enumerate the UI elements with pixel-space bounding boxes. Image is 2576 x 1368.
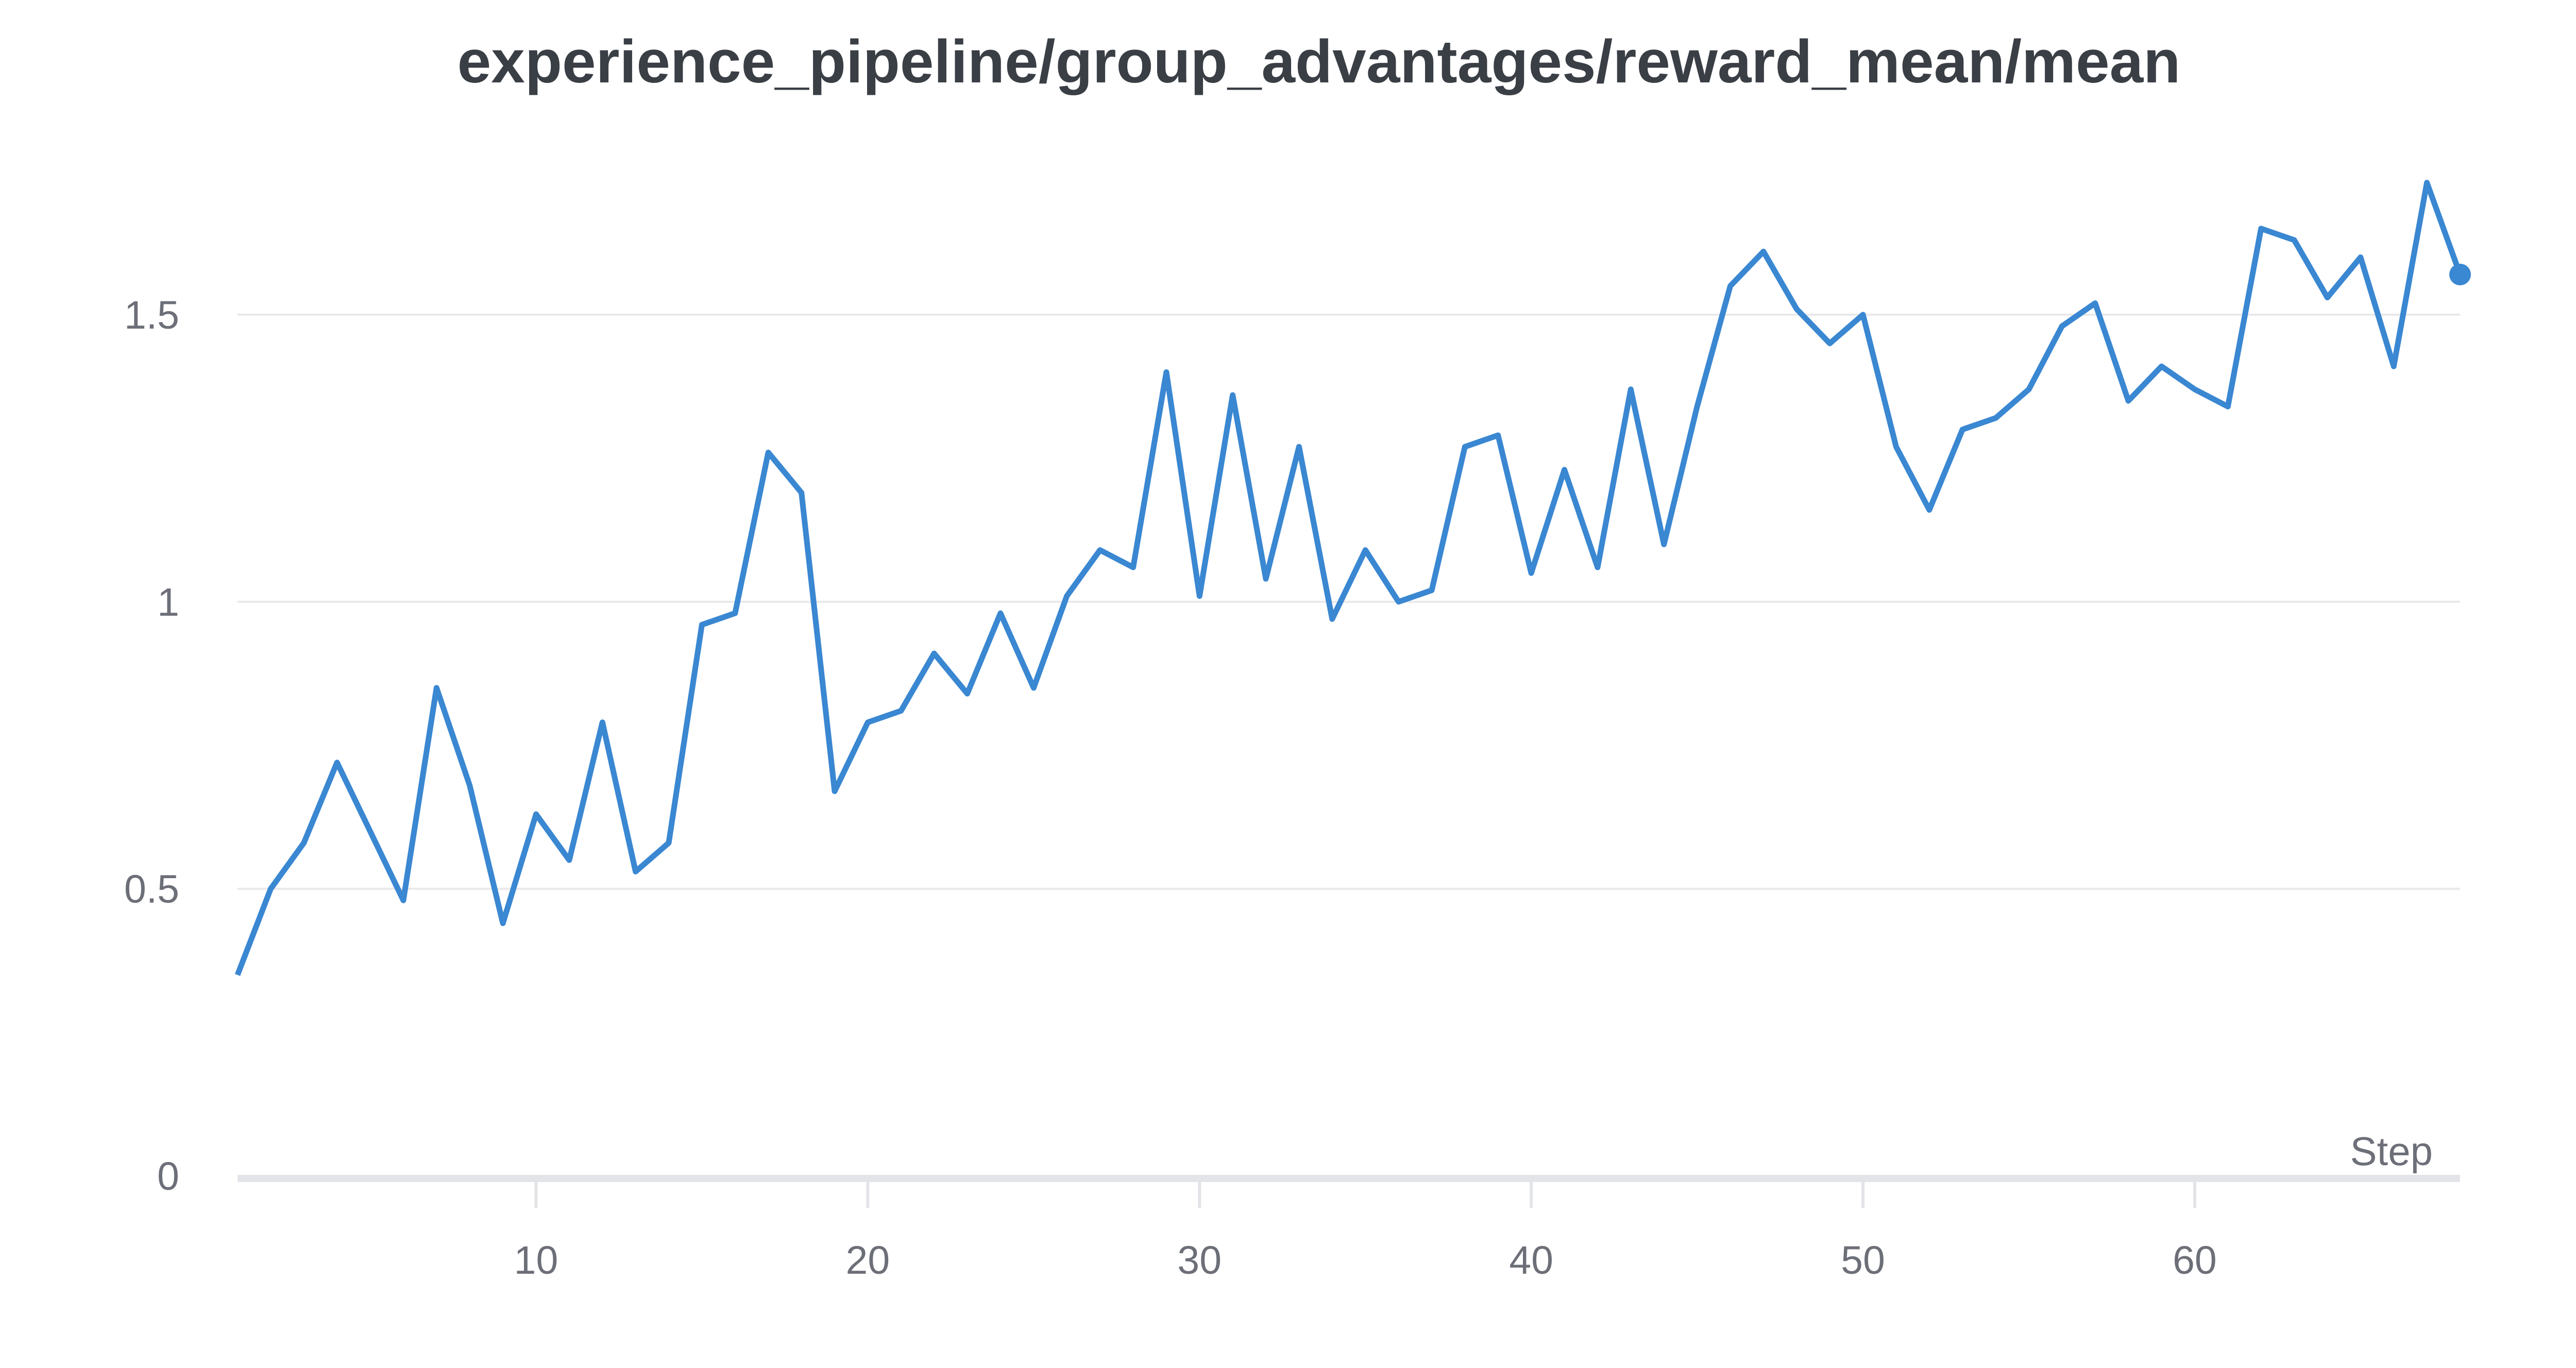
metric-line — [234, 180, 2463, 976]
y-tick-label-0.5: 0.5 — [124, 867, 179, 912]
x-tick-label-10: 10 — [514, 1238, 558, 1282]
x-tick-label-40: 40 — [1509, 1238, 1553, 1282]
axis-layer — [238, 1175, 2460, 1208]
x-tick-label-60: 60 — [2173, 1238, 2217, 1282]
x-axis-line — [238, 1175, 2460, 1182]
tick-labels-layer: 0 0.5 1 1.5 10 20 30 40 50 60 — [124, 293, 2217, 1282]
series-layer — [234, 180, 2471, 976]
y-tick-label-0: 0 — [157, 1154, 179, 1199]
last-point-marker — [2449, 263, 2471, 285]
chart-title: experience_pipeline/group_advantages/rew… — [457, 28, 2181, 96]
x-tick-label-50: 50 — [1841, 1238, 1885, 1282]
gridlines-layer — [238, 314, 2460, 890]
x-tick-label-20: 20 — [846, 1238, 890, 1282]
x-tick-label-30: 30 — [1177, 1238, 1222, 1282]
x-axis-label: Step — [2350, 1128, 2433, 1174]
y-tick-label-1: 1 — [157, 580, 179, 624]
y-tick-label-1.5: 1.5 — [124, 293, 179, 337]
